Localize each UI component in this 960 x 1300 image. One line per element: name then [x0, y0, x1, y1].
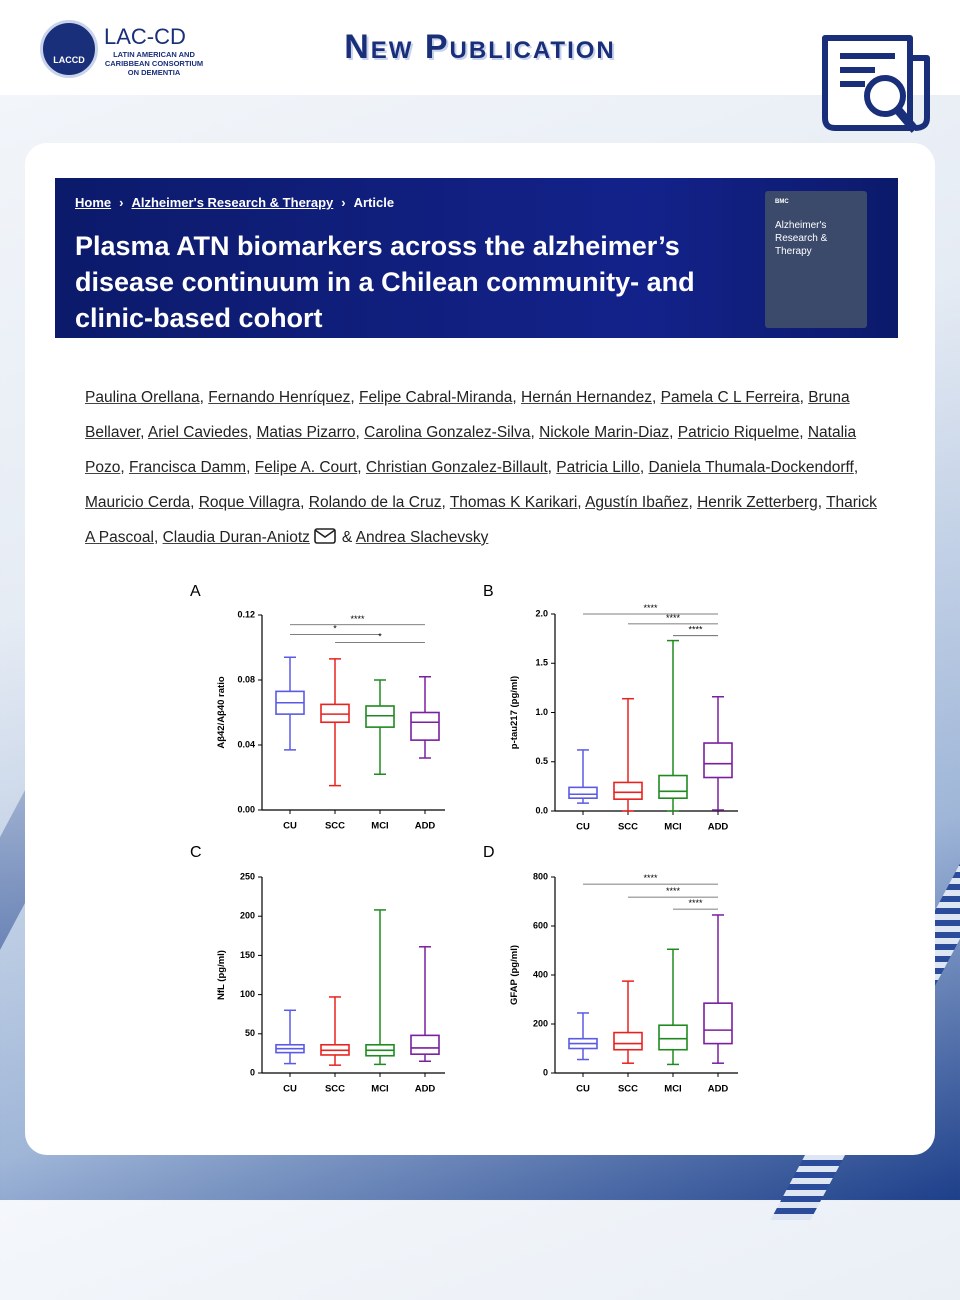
article-banner: Home › Alzheimer's Research & Therapy › Arti…	[55, 178, 898, 338]
author-name[interactable]: Tharick A Pascoal	[85, 494, 877, 546]
author-name[interactable]: Ariel Caviedes	[147, 424, 248, 441]
separator: ,	[153, 529, 163, 546]
separator: ,	[799, 389, 809, 406]
separator: ,	[355, 424, 365, 441]
conjunction: &	[341, 529, 353, 546]
separator: ,	[651, 389, 661, 406]
author-name[interactable]: Daniela Thumala-Dockendorff	[648, 459, 854, 476]
org-full-name: LATIN AMERICAN AND CARIBBEAN CONSORTIUM …	[104, 50, 204, 77]
separator: ,	[577, 494, 586, 511]
cover-journal: Alzheimer's Research & Therapy	[775, 220, 828, 257]
author-name[interactable]: Patricio Riquelme	[677, 424, 800, 441]
header-title: New Publication	[344, 28, 616, 66]
separator: ,	[199, 389, 209, 406]
author-name[interactable]: Claudia Duran-Aniotz	[162, 529, 310, 546]
separator: ,	[512, 389, 521, 406]
breadcrumb: Home › Alzheimer's Research & Therapy › Arti…	[75, 195, 394, 210]
author-name[interactable]: Thomas K Karikari	[449, 494, 578, 511]
logo: LACCD	[40, 20, 98, 78]
author-name[interactable]: Nickole Marin-Diaz	[539, 424, 670, 441]
author-name[interactable]: Paulina Orellana	[85, 389, 200, 406]
separator: ,	[246, 459, 255, 476]
separator: ,	[817, 494, 827, 511]
author-list: Paulina Orellana, Fernando Henríquez, Fe…	[85, 380, 885, 555]
email-icon[interactable]	[314, 528, 338, 544]
breadcrumb-separator: ›	[341, 195, 346, 210]
separator: ,	[547, 459, 557, 476]
separator: ,	[247, 424, 257, 441]
breadcrumb-link[interactable]: Alzheimer's Research & Therapy	[131, 195, 334, 210]
breadcrumb-separator: ›	[119, 195, 124, 210]
author-name[interactable]: Francisca Damm	[128, 459, 247, 476]
separator: ,	[669, 424, 678, 441]
author-name[interactable]: Carolina Gonzalez-Silva	[364, 424, 531, 441]
separator: ,	[300, 494, 309, 511]
separator: ,	[190, 494, 199, 511]
breadcrumb-link[interactable]: Home	[75, 195, 112, 210]
author-name[interactable]: Mauricio Cerda	[85, 494, 191, 511]
author-name[interactable]: Patricia Lillo	[556, 459, 640, 476]
author-name[interactable]: Agustín Ibañez	[585, 494, 689, 511]
separator: ,	[357, 459, 366, 476]
separator: ,	[350, 389, 360, 406]
separator: ,	[120, 459, 129, 476]
author-name[interactable]: Fernando Henríquez	[208, 389, 351, 406]
separator: ,	[441, 494, 450, 511]
separator: ,	[530, 424, 540, 441]
breadcrumb-link: Article	[353, 195, 395, 210]
journal-cover: BMC Alzheimer's Research & Therapy	[765, 191, 867, 328]
author-name[interactable]: Henrik Zetterberg	[697, 494, 818, 511]
author-name[interactable]: Felipe Cabral-Miranda	[359, 389, 513, 406]
author-name[interactable]: Felipe A. Court	[254, 459, 358, 476]
author-name[interactable]: Andrea Slachevsky	[355, 529, 489, 546]
org-name: LAC-CD	[104, 24, 186, 49]
author-name[interactable]: Pamela C L Ferreira	[660, 389, 800, 406]
author-name[interactable]: Natalia Pozo	[85, 424, 857, 476]
separator: ,	[853, 459, 859, 476]
author-name[interactable]: Hernán Hernandez	[521, 389, 652, 406]
author-name[interactable]: Roque Villagra	[198, 494, 301, 511]
cover-brand: BMC	[775, 199, 789, 205]
article-title: Plasma ATN biomarkers across the alzheim…	[75, 231, 695, 333]
top-bar: LACCD LAC-CD LATIN AMERICAN AND CARIBBEA…	[0, 0, 960, 133]
separator: ,	[799, 424, 808, 441]
author-name[interactable]: Matias Pizarro	[256, 424, 356, 441]
separator: ,	[688, 494, 698, 511]
author-name[interactable]: Rolando de la Cruz	[308, 494, 442, 511]
publication-icon	[822, 35, 930, 133]
author-name[interactable]: Christian Gonzalez-Billault	[365, 459, 548, 476]
separator: ,	[639, 459, 649, 476]
separator: ,	[140, 424, 148, 441]
author-name[interactable]: Bruna Bellaver	[85, 389, 850, 441]
